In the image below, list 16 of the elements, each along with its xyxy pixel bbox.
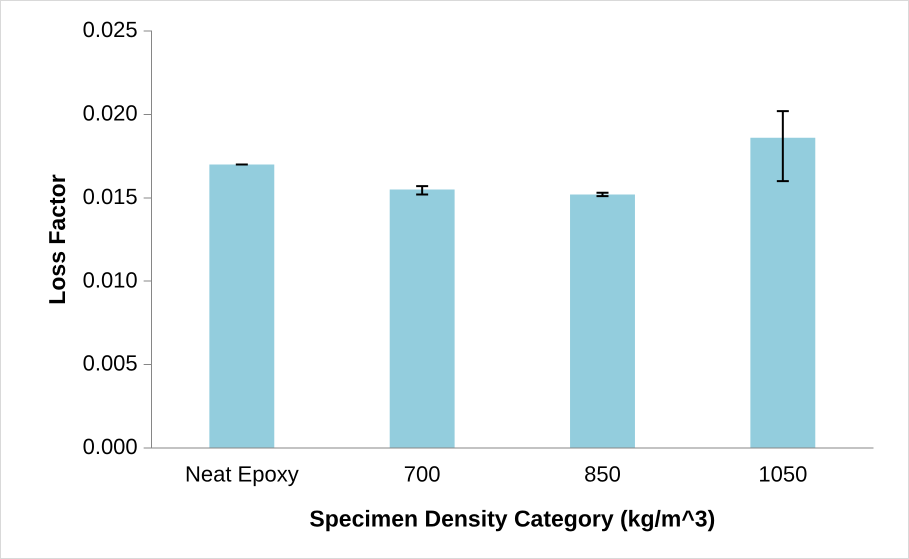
bar xyxy=(570,194,635,448)
x-tick-label: Neat Epoxy xyxy=(184,461,299,486)
y-tick-label: 0.005 xyxy=(82,350,138,376)
bar xyxy=(750,138,816,448)
y-tick-label: 0.025 xyxy=(82,17,138,42)
x-axis-title: Specimen Density Category (kg/m^3) xyxy=(309,506,716,532)
x-tick-label: 700 xyxy=(404,461,441,486)
y-tick-label: 0.000 xyxy=(82,434,138,460)
y-tick-label: 0.010 xyxy=(82,267,138,292)
x-tick-label: 850 xyxy=(584,461,621,486)
x-tick-label: 1050 xyxy=(758,461,808,486)
bar xyxy=(209,164,274,448)
y-tick-label: 0.020 xyxy=(82,100,138,126)
y-tick-label: 0.015 xyxy=(82,184,138,209)
y-axis-title: Loss Factor xyxy=(44,174,70,305)
bar xyxy=(390,189,455,448)
